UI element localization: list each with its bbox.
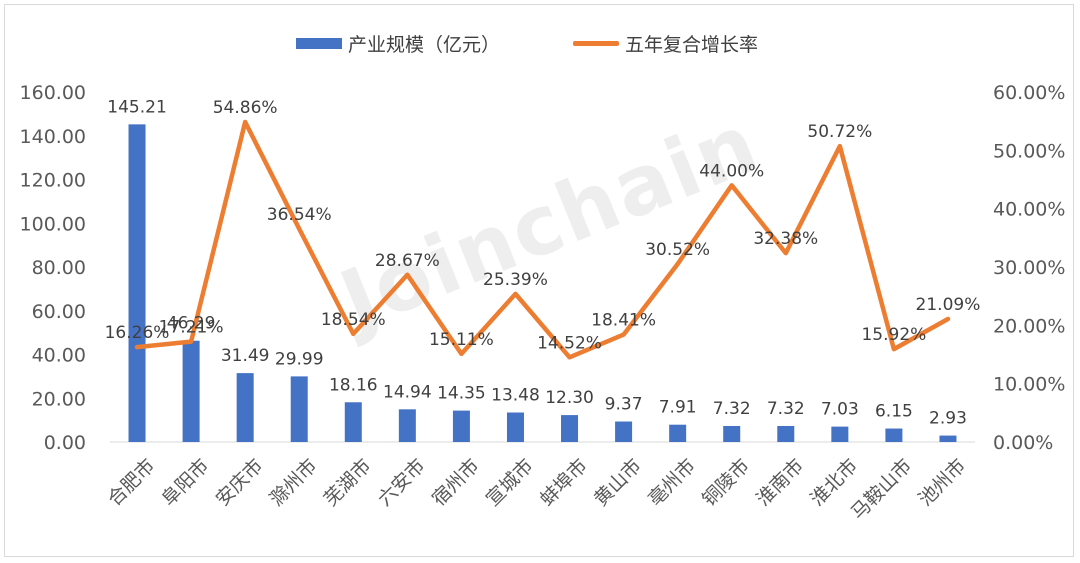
line-data-label: 28.67% [375, 251, 440, 271]
line-data-label: 32.38% [753, 229, 818, 249]
category-label: 六安市 [374, 455, 430, 511]
legend: 产业规模（亿元） 五年复合增长率 [0, 30, 1080, 56]
right-axis-tick-label: 40.00% [993, 199, 1065, 221]
bar [885, 428, 903, 442]
bar-data-label: 46.29 [167, 314, 216, 334]
line-data-label: 50.72% [807, 122, 872, 142]
bar [777, 425, 795, 442]
category-label: 宿州市 [428, 455, 484, 511]
line-data-label: 18.41% [591, 311, 656, 331]
bar [723, 425, 741, 442]
left-axis-tick-label: 20.00 [32, 388, 86, 410]
bar [452, 410, 470, 442]
left-axis-tick-label: 120.00 [20, 170, 86, 192]
line-data-label: 36.54% [267, 205, 332, 225]
category-label: 芜湖市 [320, 455, 376, 511]
left-axis-tick-label: 80.00 [32, 257, 86, 279]
bar [128, 124, 146, 443]
bar-data-label: 145.21 [107, 97, 166, 117]
legend-item-bar: 产业规模（亿元） [296, 30, 500, 57]
line-data-label: 44.00% [699, 161, 764, 181]
category-label: 阜阳市 [158, 455, 214, 511]
category-label: 黄山市 [590, 455, 646, 511]
right-axis-tick-label: 20.00% [993, 315, 1065, 337]
line-data-label: 17.21% [159, 318, 224, 338]
category-label: 亳州市 [644, 455, 700, 511]
right-axis-tick-label: 0.00% [993, 432, 1053, 454]
bar [831, 426, 849, 442]
chart-frame [4, 4, 1074, 557]
line-data-label: 21.09% [916, 295, 981, 315]
bar-data-label: 13.48 [491, 386, 540, 406]
bar-data-label: 7.91 [659, 398, 697, 418]
line-data-label: 15.11% [429, 330, 494, 350]
left-axis-tick-label: 0.00 [44, 432, 86, 454]
bar-data-label: 6.15 [875, 402, 913, 422]
category-label: 马鞍山市 [847, 455, 916, 524]
bar-data-label: 14.94 [383, 382, 432, 402]
line-data-label: 25.39% [483, 270, 548, 290]
category-label: 合肥市 [103, 455, 159, 511]
legend-swatch-line [573, 41, 619, 46]
category-label: 滁州市 [266, 455, 322, 511]
right-axis-tick-label: 60.00% [993, 82, 1065, 104]
left-axis-tick-label: 60.00 [32, 301, 86, 323]
bar [182, 340, 200, 442]
category-label: 蚌埠市 [536, 455, 592, 511]
bar-data-label: 2.93 [929, 409, 967, 429]
bar [290, 376, 308, 442]
category-label: 宣城市 [482, 455, 538, 511]
bar-data-label: 7.32 [767, 399, 805, 419]
bar-data-label: 14.35 [437, 384, 486, 404]
bar [561, 415, 579, 442]
legend-item-line: 五年复合增长率 [573, 30, 758, 57]
right-axis-tick-label: 30.00% [993, 257, 1065, 279]
left-axis-tick-label: 40.00 [32, 345, 86, 367]
bar-data-label: 7.32 [713, 399, 751, 419]
bar-data-label: 31.49 [221, 346, 270, 366]
bar-data-label: 29.99 [275, 349, 324, 369]
legend-label-bar: 产业规模（亿元） [348, 34, 501, 56]
bar [344, 402, 362, 442]
line-data-label: 30.52% [645, 240, 710, 260]
category-label: 铜陵市 [698, 455, 754, 511]
left-axis-tick-label: 140.00 [20, 126, 86, 148]
right-axis-tick-label: 50.00% [993, 140, 1065, 162]
bar-data-label: 9.37 [605, 395, 643, 415]
bar-data-label: 7.03 [821, 400, 859, 420]
bar [506, 412, 524, 442]
legend-label-line: 五年复合增长率 [625, 34, 759, 56]
bar [939, 435, 957, 442]
legend-swatch-bar [296, 38, 342, 49]
line-data-label: 54.86% [213, 98, 278, 118]
left-axis-tick-label: 160.00 [20, 82, 86, 104]
category-label: 安庆市 [212, 455, 268, 511]
line-data-label: 16.26% [105, 323, 170, 343]
line-data-label: 14.52% [537, 333, 602, 353]
bar [615, 421, 633, 442]
line-data-label: 18.54% [321, 310, 386, 330]
bar [236, 373, 254, 442]
bar [669, 424, 687, 442]
category-label: 池州市 [914, 455, 970, 511]
growth-line [134, 119, 951, 360]
bar-data-label: 18.16 [329, 375, 378, 395]
left-axis-tick-label: 100.00 [20, 213, 86, 235]
bar-data-label: 12.30 [545, 388, 594, 408]
bar [398, 409, 416, 442]
right-axis-tick-label: 10.00% [993, 374, 1065, 396]
line-data-label: 15.92% [861, 325, 926, 345]
category-label: 淮南市 [752, 455, 808, 511]
